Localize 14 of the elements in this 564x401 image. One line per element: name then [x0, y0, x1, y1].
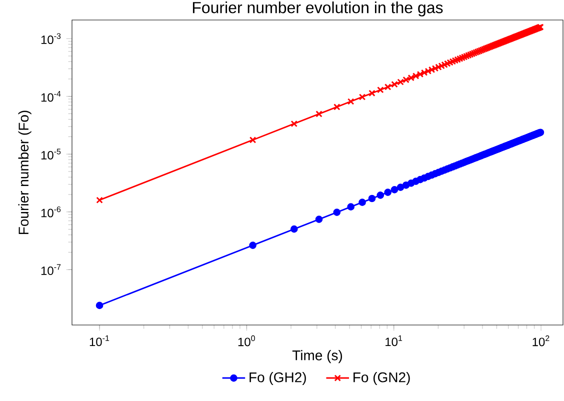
y-axis-title: Fourier number (Fo) — [18, 110, 32, 234]
x-tick-label: 10$^{-1}$ — [90, 335, 110, 346]
x-tick-label: 10$^{0}$ — [238, 335, 255, 346]
x-axis-title: Time (s) — [292, 350, 342, 364]
legend-label: Fo (GN2) — [354, 372, 410, 386]
y-tick-label: 10$^{-6}$ — [41, 206, 61, 218]
y-tick-label: 10$^{-5}$ — [41, 148, 61, 160]
legend-label: Fo (GH2) — [250, 372, 306, 386]
y-tick-label: 10$^{-4}$ — [41, 91, 61, 102]
y-tick-label: 10$^{-3}$ — [41, 33, 61, 44]
y-tick-label: 10$^{-7}$ — [41, 264, 61, 276]
x-tick-label: 10$^{2}$ — [532, 335, 550, 346]
chart-title: Fourier number evolution in the gas — [192, 2, 443, 16]
x-tick-label: 10$^{1}$ — [386, 335, 402, 346]
